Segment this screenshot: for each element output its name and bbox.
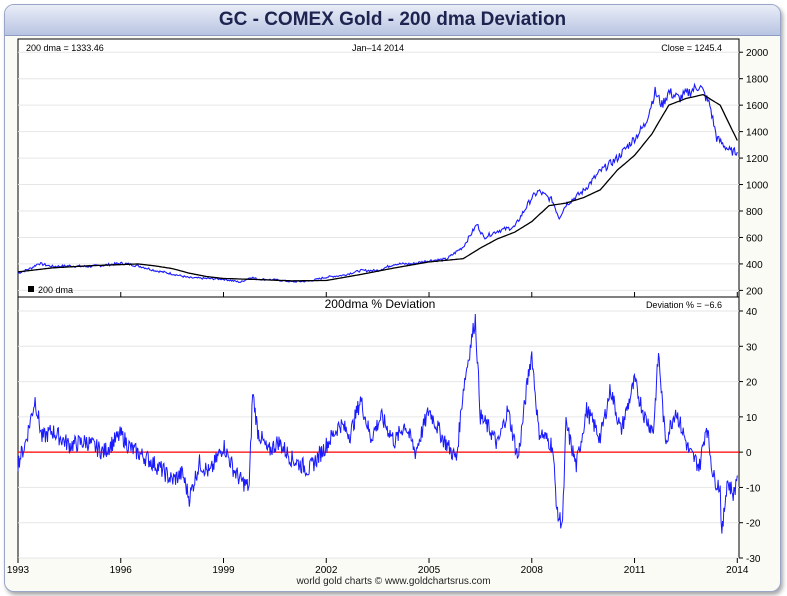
deviation-tick-label: 40 <box>746 307 758 318</box>
deviation-line <box>17 313 738 534</box>
deviation-title: 200dma % Deviation <box>325 297 436 311</box>
deviation-tick-label: 30 <box>746 342 758 353</box>
deviation-series <box>17 313 739 534</box>
deviation-tick-label: 0 <box>746 448 752 459</box>
price-tick-label: 600 <box>746 233 763 244</box>
price-tick-label: 400 <box>746 260 763 271</box>
x-tick-label: 2014 <box>726 565 749 576</box>
price-y-axis: 200 400 600 800 1000 1200 1400 1600 1800 2000 <box>739 48 769 297</box>
deviation-tick-label: -30 <box>746 554 761 565</box>
chart-title: GC - COMEX Gold - 200 dma Deviation <box>5 5 780 36</box>
deviation-tick-label: -10 <box>746 483 761 494</box>
x-tick-label: 1993 <box>7 565 30 576</box>
x-tick-label: 2008 <box>521 565 544 576</box>
price-tick-label: 1800 <box>746 75 769 86</box>
deviation-panel-frame <box>17 296 740 559</box>
price-tick-label: 800 <box>746 207 763 218</box>
price-tick-label: 1600 <box>746 101 769 112</box>
price-gridlines <box>18 51 739 291</box>
price-panel-frame <box>17 38 740 298</box>
price-tick-label: 1200 <box>746 154 769 165</box>
price-tick-label: 1000 <box>746 181 769 192</box>
x-tick-label: 2005 <box>418 565 441 576</box>
x-tick-label: 1996 <box>110 565 133 576</box>
deviation-y-axis: 40 30 20 10 0 -10 -20 -30 <box>739 307 761 565</box>
deviation-tick-label: -20 <box>746 519 761 530</box>
x-tick-label: 1999 <box>212 565 235 576</box>
dma-legend-label: 200 dma <box>38 285 73 295</box>
price-tick-label: 1400 <box>746 128 769 139</box>
dma-line <box>17 93 738 282</box>
x-axis: 1993 1996 1999 2002 2005 2008 2011 2014 <box>7 292 749 576</box>
price-tick-label: 200 <box>746 286 763 297</box>
close-value-label: Close = 1245.4 <box>661 43 722 53</box>
price-tick-label: 2000 <box>746 48 769 59</box>
x-tick-label: 2002 <box>315 565 338 576</box>
deviation-tick-label: 10 <box>746 413 758 424</box>
x-tick-label: 2011 <box>624 565 646 576</box>
dma-legend-swatch <box>28 286 34 292</box>
dma-value-label: 200 dma = 1333.46 <box>26 43 104 53</box>
date-label: Jan–14 2014 <box>352 43 404 53</box>
deviation-value-label: Deviation % = −6.6 <box>646 300 722 310</box>
credit-text: world gold charts © www.goldchartsrus.co… <box>296 576 491 587</box>
deviation-gridlines <box>18 310 739 559</box>
deviation-tick-label: 20 <box>746 378 758 389</box>
price-series <box>17 82 738 284</box>
